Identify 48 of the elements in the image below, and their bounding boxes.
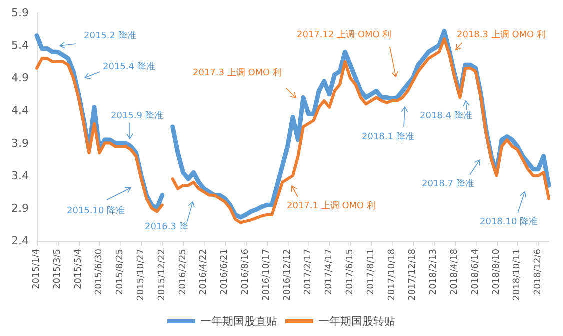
x-tick-label: 2017/12/18 <box>408 248 418 301</box>
x-tick-label: 2015/6/30 <box>94 248 105 296</box>
x-tick-label: 2016/6/21 <box>220 249 230 296</box>
y-tick-label: 3.9 <box>12 136 29 150</box>
x-tick-label: 2016/10/17 <box>262 249 272 301</box>
x-tick-label: 2015/3/5 <box>52 249 63 290</box>
annotation: 2015.9 降准 <box>111 110 164 122</box>
y-tick-label: 5.4 <box>12 39 29 52</box>
y-tick-label: 4.9 <box>12 72 29 85</box>
legend-label: 一年期国股转贴 <box>318 315 396 328</box>
annotation: 2018.4 降准 <box>420 110 472 122</box>
annotation: 2018.7 降准 <box>422 178 474 190</box>
x-tick-label: 2016/12/12 <box>282 249 293 301</box>
x-tick-label: 2015/10/27 <box>136 249 146 301</box>
annotation: 2017.12 上调 OMO 利 <box>297 30 392 40</box>
annotation: 2017.1 上调 OMO 利 <box>287 200 376 212</box>
x-tick-label: 2018/10/11 <box>512 249 523 301</box>
x-tick-label: 2015/5/4 <box>74 248 84 290</box>
annotation: 2018.3 上调 OMO 利 <box>457 30 546 40</box>
annotation: 2017.3 上调 OMO 利 <box>193 68 282 78</box>
y-tick-label: 4.4 <box>12 104 29 118</box>
x-tick-label: 2018/4/18 <box>450 248 460 296</box>
x-tick-label: 2018/2/13 <box>429 249 440 296</box>
x-tick-label: 2018/8/10 <box>492 248 502 296</box>
annotation: 2016.3 降 <box>145 222 188 232</box>
x-tick-label: 2018/6/14 <box>470 248 481 296</box>
x-tick-label: 2016/8/16 <box>240 248 251 296</box>
x-tick-label: 2015/12/22 <box>157 249 168 301</box>
annotation: 2018.10 降准 <box>480 216 538 228</box>
x-tick-label: 2017/6/15 <box>345 249 356 296</box>
x-tick-label: 2016/2/25 <box>178 249 188 296</box>
legend-label: 一年期国股直贴 <box>200 315 278 328</box>
y-tick-label: 3.4 <box>12 169 29 182</box>
x-tick-label: 2018/12/6 <box>534 248 544 296</box>
annotation: 2015.10 降准 <box>67 206 126 216</box>
annotation: 2015.4 降准 <box>103 62 156 72</box>
x-tick-label: 2015/1/4 <box>32 248 42 290</box>
x-tick-label: 2017/8/11 <box>366 249 376 296</box>
x-tick-label: 2017/10/18 <box>387 248 398 301</box>
y-tick-label: 5.9 <box>12 6 29 20</box>
x-tick-label: 2017/2/17 <box>304 249 314 296</box>
x-tick-label: 2016/4/22 <box>199 249 210 296</box>
annotation: 2015.2 降准 <box>84 30 136 42</box>
x-tick-label: 2017/4/17 <box>324 249 335 296</box>
y-tick-label: 2.9 <box>12 202 29 215</box>
x-tick-label: 2015/8/25 <box>116 249 126 296</box>
annotation: 2018.1 降准 <box>362 132 414 142</box>
y-tick-label: 2.4 <box>12 234 29 248</box>
